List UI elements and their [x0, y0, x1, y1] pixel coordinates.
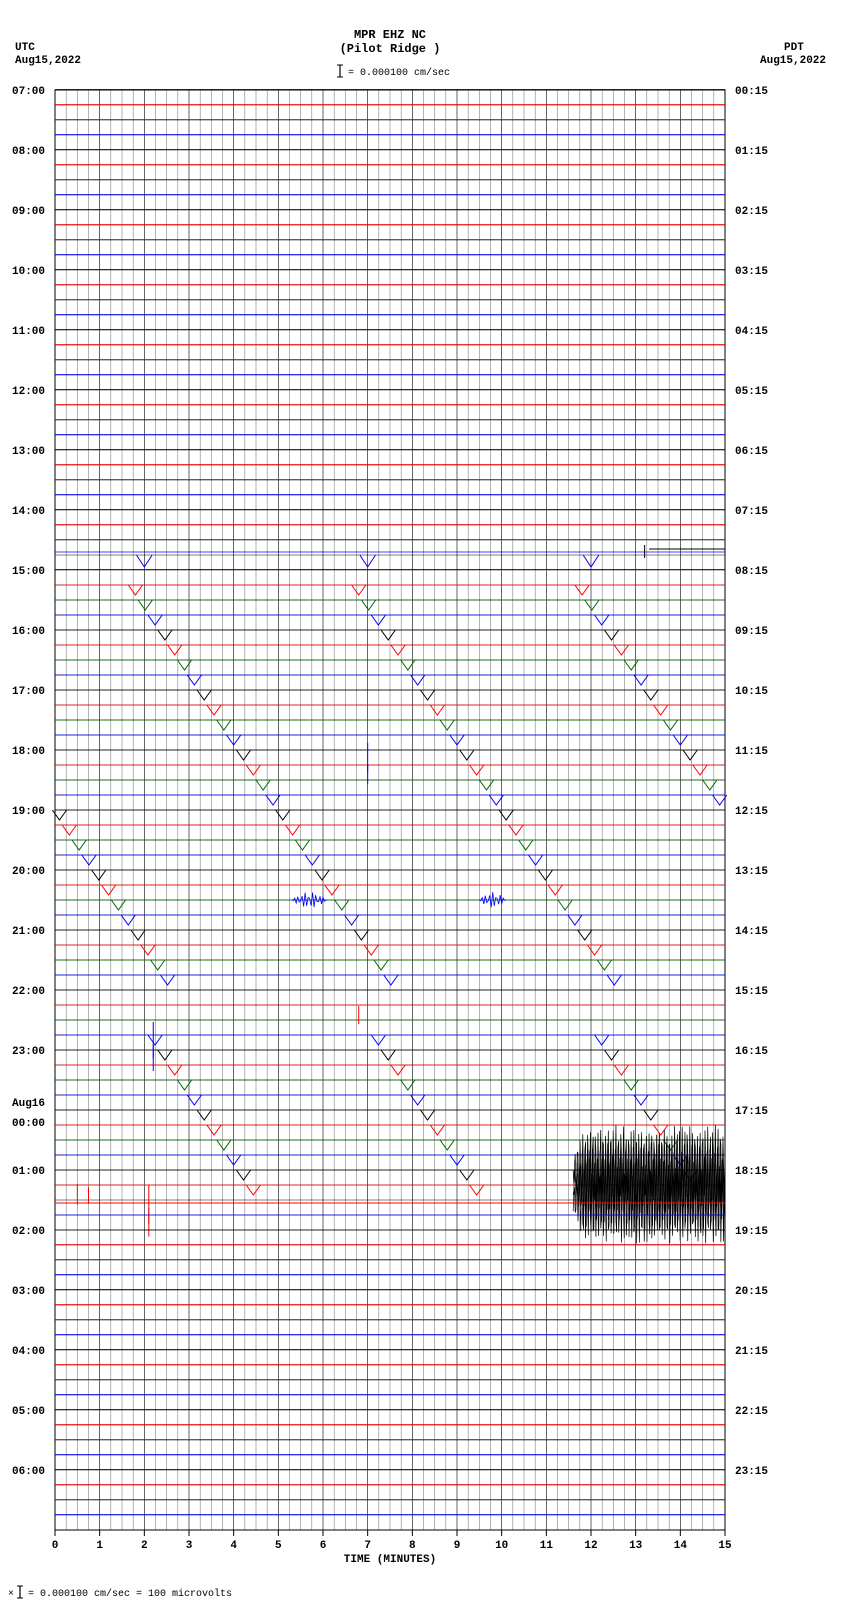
right-time-label: 05:15: [735, 386, 768, 398]
left-time-label: 11:00: [12, 326, 45, 338]
x-tick-label: 2: [141, 1540, 148, 1552]
x-tick-label: 3: [186, 1540, 193, 1552]
left-time-label: 01:00: [12, 1166, 45, 1178]
left-time-label: 12:00: [12, 386, 45, 398]
left-time-label: 13:00: [12, 446, 45, 458]
right-time-label: 12:15: [735, 806, 768, 818]
right-time-label: 14:15: [735, 926, 768, 938]
right-time-label: 06:15: [735, 446, 768, 458]
right-time-label: 00:15: [735, 86, 768, 98]
right-time-label: 02:15: [735, 206, 768, 218]
right-time-label: 21:15: [735, 1346, 768, 1358]
left-time-label: 20:00: [12, 866, 45, 878]
right-time-label: 11:15: [735, 746, 768, 758]
right-time-label: 22:15: [735, 1406, 768, 1418]
right-time-label: 13:15: [735, 866, 768, 878]
left-time-label: 06:00: [12, 1466, 45, 1478]
right-time-label: 15:15: [735, 986, 768, 998]
x-tick-label: 5: [275, 1540, 282, 1552]
left-time-label: 09:00: [12, 206, 45, 218]
footer-x: ×: [8, 1589, 14, 1600]
x-tick-label: 0: [52, 1540, 59, 1552]
left-time-label: 00:00: [12, 1118, 45, 1130]
right-time-label: 08:15: [735, 566, 768, 578]
left-tz: UTC: [15, 42, 35, 54]
left-time-label: 19:00: [12, 806, 45, 818]
x-tick-label: 14: [674, 1540, 688, 1552]
right-time-label: 17:15: [735, 1106, 768, 1118]
x-tick-label: 1: [96, 1540, 103, 1552]
seismogram-container: MPR EHZ NC(Pilot Ridge ) = 0.000100 cm/se…: [0, 0, 850, 1613]
x-tick-label: 15: [718, 1540, 732, 1552]
right-date: Aug15,2022: [760, 55, 826, 67]
left-time-label: 03:00: [12, 1286, 45, 1298]
right-time-label: 23:15: [735, 1466, 768, 1478]
right-time-label: 09:15: [735, 626, 768, 638]
scale-label: = 0.000100 cm/sec: [348, 67, 450, 79]
left-date: Aug15,2022: [15, 55, 81, 67]
x-tick-label: 6: [320, 1540, 327, 1552]
left-time-label: 08:00: [12, 146, 45, 158]
right-time-label: 07:15: [735, 506, 768, 518]
left-time-label: 05:00: [12, 1406, 45, 1418]
right-time-label: 19:15: [735, 1226, 768, 1238]
seismogram-plot: MPR EHZ NC(Pilot Ridge ) = 0.000100 cm/se…: [0, 0, 850, 1613]
left-time-label: 15:00: [12, 566, 45, 578]
x-axis-label: TIME (MINUTES): [344, 1554, 436, 1566]
left-time-label: 22:00: [12, 986, 45, 998]
left-time-label: 10:00: [12, 266, 45, 278]
left-time-label: 23:00: [12, 1046, 45, 1058]
left-time-label: 17:00: [12, 686, 45, 698]
x-tick-label: 8: [409, 1540, 416, 1552]
station-code: MPR EHZ NC: [354, 28, 426, 42]
x-tick-label: 13: [629, 1540, 643, 1552]
left-time-label: 02:00: [12, 1226, 45, 1238]
right-time-label: 18:15: [735, 1166, 768, 1178]
left-time-label: 14:00: [12, 506, 45, 518]
right-time-label: 01:15: [735, 146, 768, 158]
right-time-label: 20:15: [735, 1286, 768, 1298]
x-tick-label: 12: [584, 1540, 597, 1552]
x-tick-label: 10: [495, 1540, 508, 1552]
right-time-label: 16:15: [735, 1046, 768, 1058]
right-tz: PDT: [784, 42, 804, 54]
x-tick-label: 9: [454, 1540, 461, 1552]
right-time-label: 10:15: [735, 686, 768, 698]
footer-scale: = 0.000100 cm/sec = 100 microvolts: [28, 1588, 232, 1600]
left-time-label: 16:00: [12, 626, 45, 638]
left-time-label: 21:00: [12, 926, 45, 938]
left-time-label: Aug16: [12, 1098, 45, 1110]
x-tick-label: 4: [230, 1540, 237, 1552]
right-time-label: 04:15: [735, 326, 768, 338]
left-time-label: 04:00: [12, 1346, 45, 1358]
left-time-label: 07:00: [12, 86, 45, 98]
x-tick-label: 11: [540, 1540, 554, 1552]
right-time-label: 03:15: [735, 266, 768, 278]
station-name: (Pilot Ridge ): [340, 42, 441, 56]
left-time-label: 18:00: [12, 746, 45, 758]
x-tick-label: 7: [364, 1540, 371, 1552]
